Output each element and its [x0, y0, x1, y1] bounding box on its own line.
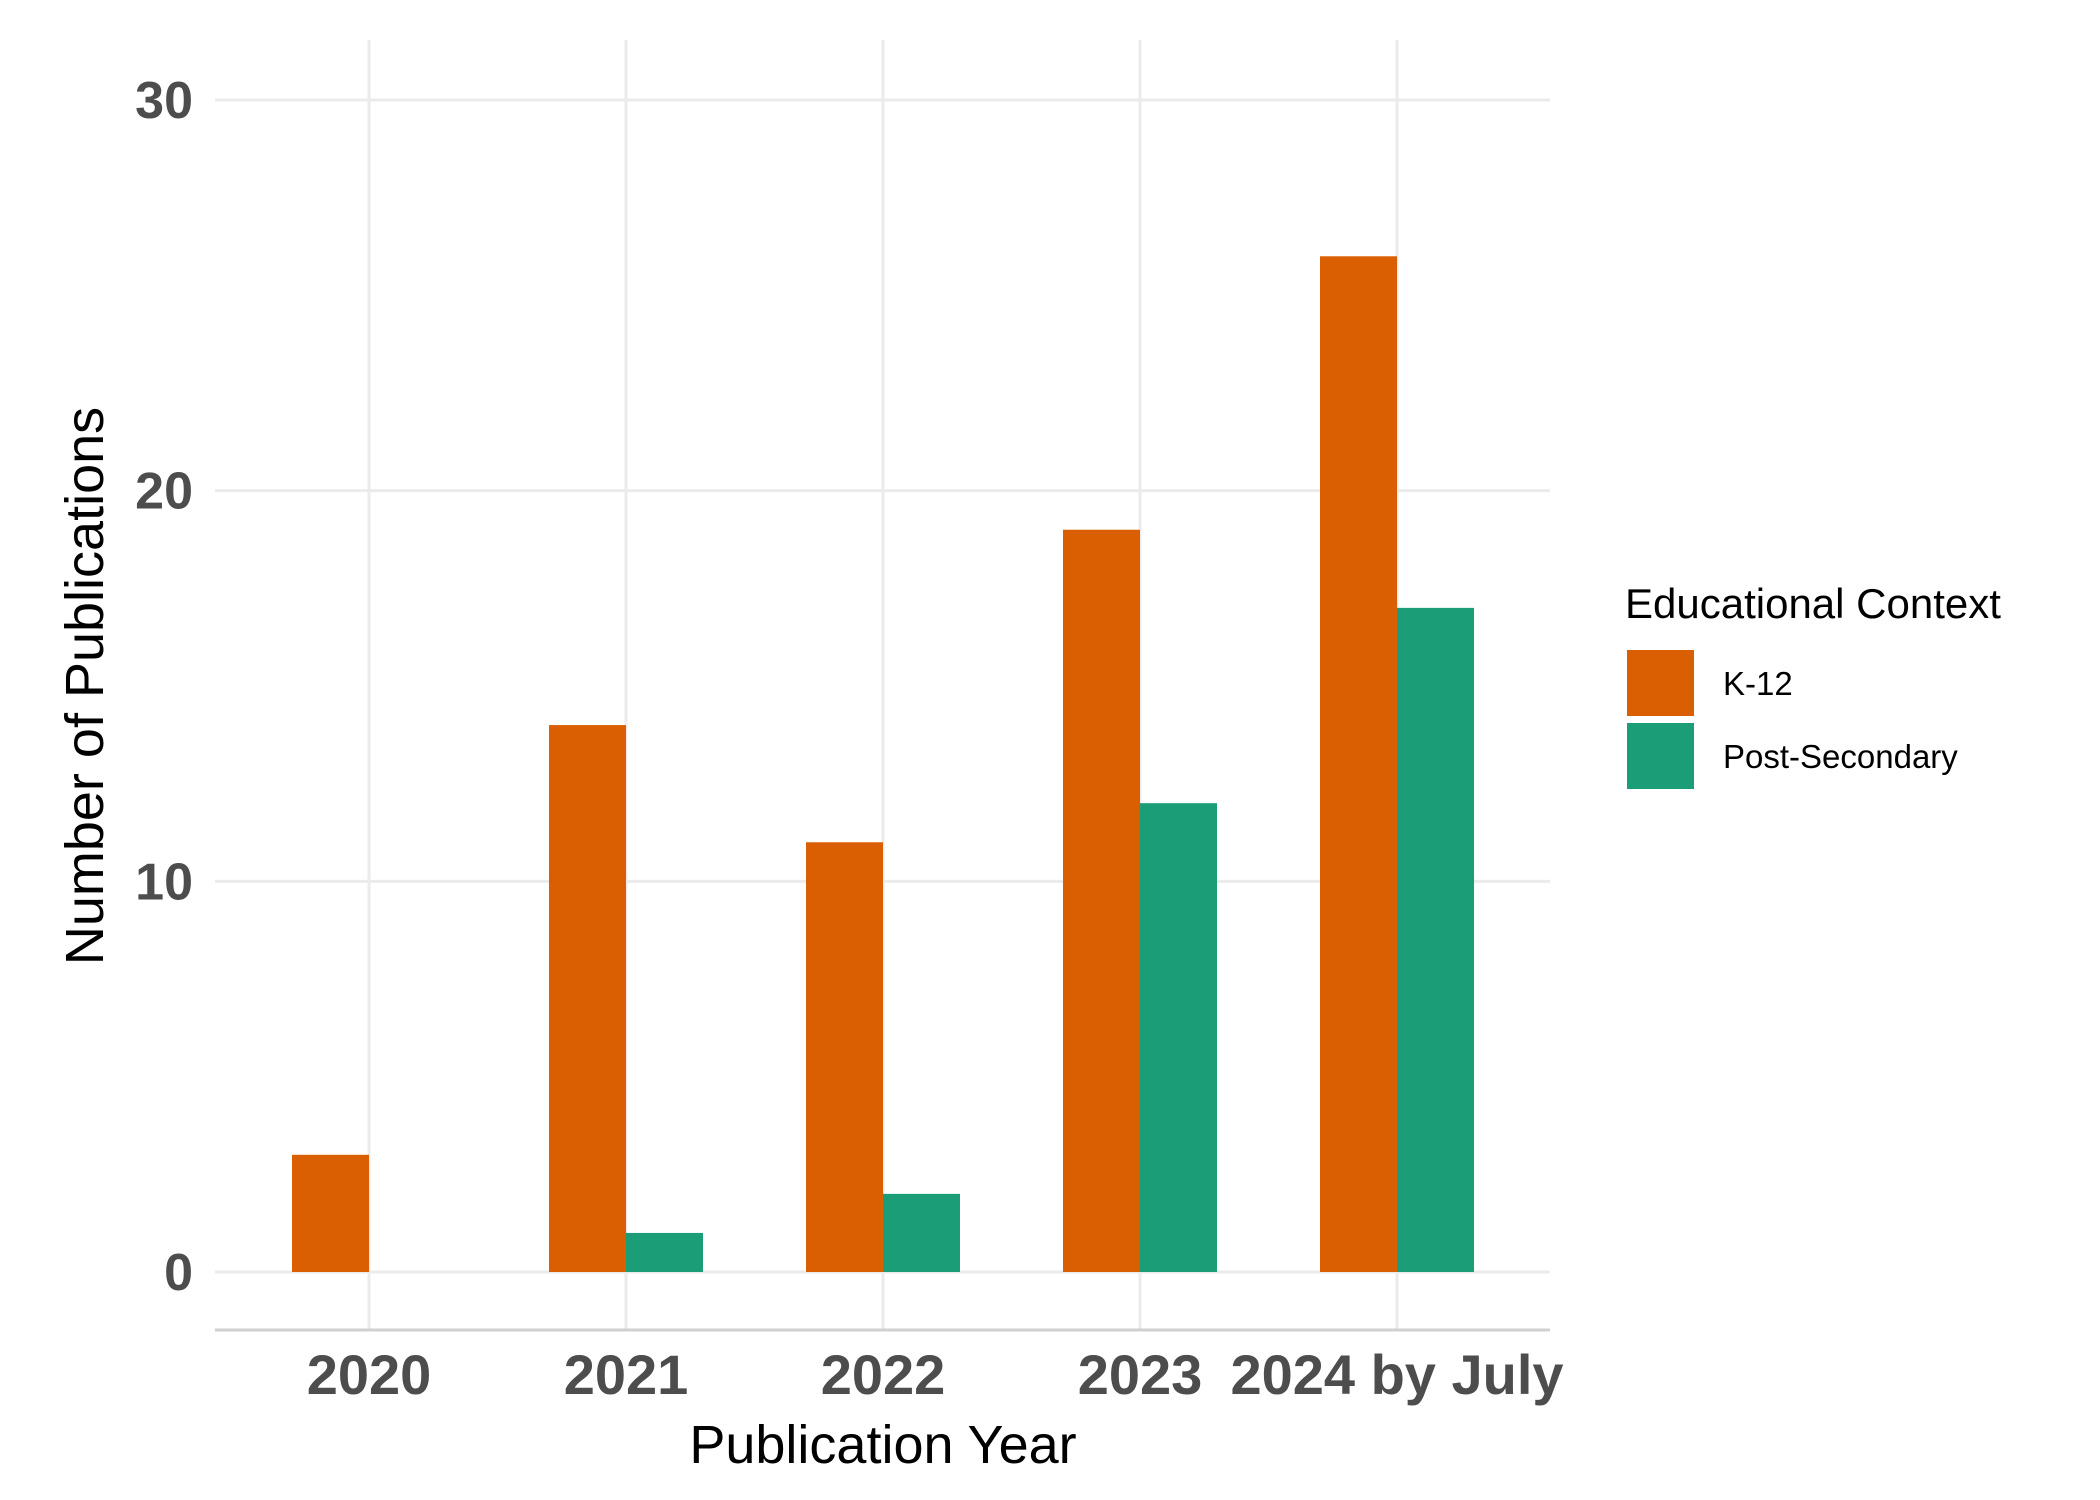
y-tick-label: 20	[135, 463, 193, 521]
bar-k-12-2024-by-july	[1320, 256, 1397, 1272]
legend-label: K-12	[1723, 665, 1793, 702]
legend-swatch	[1627, 723, 1694, 789]
y-tick-label: 30	[135, 72, 193, 130]
y-tick-label: 10	[135, 853, 193, 911]
legend-items: K-12 Post-Secondary	[1627, 650, 1958, 789]
bar-k-12-2020	[292, 1154, 369, 1272]
bars	[292, 256, 1474, 1272]
x-tick-label: 2023	[1078, 1343, 1203, 1406]
bar-k-12-2023	[1063, 529, 1140, 1272]
bar-post-secondary-2024-by-july	[1397, 607, 1474, 1272]
legend: Educational Context K-12 Post-Secondary	[1625, 580, 2001, 789]
bar-k-12-2021	[549, 725, 626, 1272]
legend-label: Post-Secondary	[1723, 738, 1958, 775]
x-tick-label: 2022	[821, 1343, 946, 1406]
x-axis-title: Publication Year	[689, 1415, 1076, 1475]
x-axis-ticks: 2020 2021 2022 2023 2024 by July	[307, 1343, 1564, 1406]
y-axis-ticks: 0 10 20 30	[135, 72, 193, 1302]
y-axis-title: Number of Publications	[55, 407, 115, 965]
bar-post-secondary-2022	[883, 1193, 960, 1272]
bar-post-secondary-2023	[1140, 803, 1217, 1272]
bar-k-12-2022	[806, 842, 883, 1272]
bar-post-secondary-2021	[626, 1232, 703, 1272]
x-tick-label: 2024 by July	[1230, 1343, 1563, 1406]
x-tick-label: 2020	[307, 1343, 432, 1406]
legend-swatch	[1627, 650, 1694, 716]
legend-title: Educational Context	[1625, 580, 2001, 627]
y-tick-label: 0	[164, 1244, 193, 1302]
x-tick-label: 2021	[564, 1343, 689, 1406]
